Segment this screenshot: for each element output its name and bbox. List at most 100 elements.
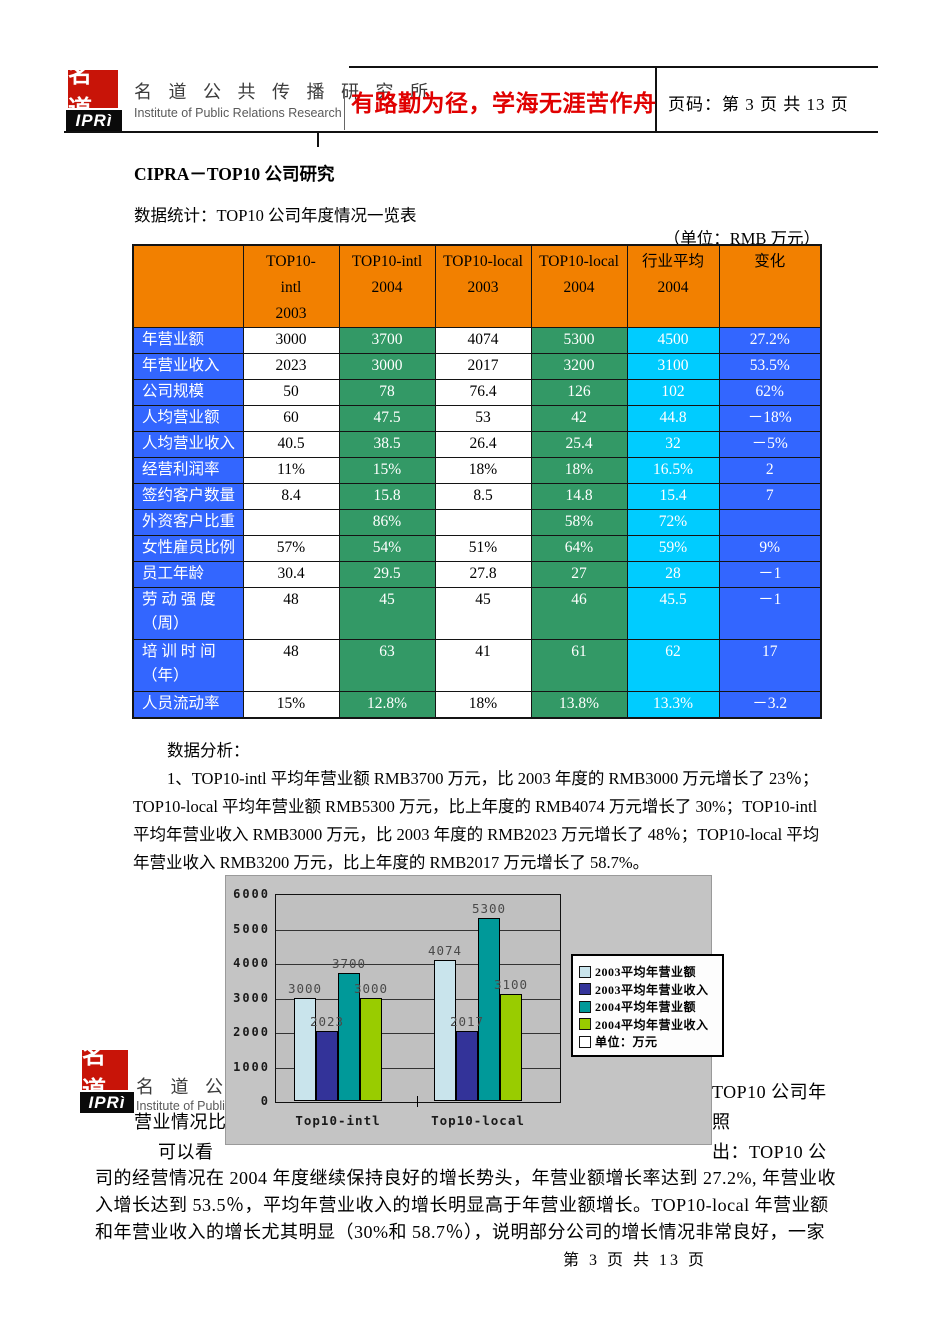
table-row: 劳 动 强 度 （周） 48 45 45 46 45.5 －1	[132, 587, 822, 640]
legend-swatch	[579, 1035, 591, 1048]
table-cell: －1	[718, 587, 822, 640]
y-axis-label: 3000	[233, 990, 270, 1005]
bar	[478, 918, 500, 1101]
table-cell: 60	[242, 405, 340, 432]
table-row: 人员流动率 15% 12.8% 18% 13.8% 13.3% －3.2	[132, 691, 822, 719]
table-cell: 47.5	[338, 405, 436, 432]
section-title: CIPRA－TOP10 公司研究	[134, 164, 335, 184]
table-header-row: TOP10- intl 2003 TOP10-intl 2004 TOP10-loc…	[132, 244, 822, 328]
table-cell: 9%	[718, 535, 822, 562]
bar	[456, 1031, 478, 1101]
table-cell: 38.5	[338, 431, 436, 458]
table-row: 经营利润率 11% 15% 18% 18% 16.5% 2	[132, 457, 822, 484]
gridline	[276, 998, 560, 1000]
table-cell: 2	[718, 457, 822, 484]
table-cell: 63	[338, 639, 436, 692]
table-body: 年营业额 3000 3700 4074 5300 4500 27.2% 年营业收入 2023 30…	[132, 327, 822, 719]
table-cell: 62	[626, 639, 720, 692]
header-top-rule	[349, 66, 878, 68]
table-cell: 11%	[242, 457, 340, 484]
table-cell: 50	[242, 379, 340, 406]
table-cell: 76.4	[434, 379, 532, 406]
table-cell: 51%	[434, 535, 532, 562]
page-number-info: 页码：第 3 页 共 13 页	[668, 95, 849, 114]
table-cell: 72%	[626, 509, 720, 536]
table-cell: 3100	[626, 353, 720, 380]
row-label: 外资客户比重	[132, 509, 244, 536]
table-cell: 15.4	[626, 483, 720, 510]
table-row: 培 训 时 间 （年） 48 63 41 61 62 17	[132, 639, 822, 692]
table-cell: 3700	[338, 327, 436, 354]
table-row: 女性雇员比例 57% 54% 51% 64% 59% 9%	[132, 535, 822, 562]
paragraph-fragment: TOP10 公司年	[712, 1082, 827, 1102]
top10-data-table: TOP10- intl 2003 TOP10-intl 2004 TOP10-loc…	[132, 244, 822, 719]
table-caption: 数据统计：TOP10 公司年度情况一览表	[134, 206, 417, 225]
table-cell: 53	[434, 405, 532, 432]
table-row: 人均营业收入 40.5 38.5 26.4 25.4 32 －5%	[132, 431, 822, 458]
table-cell: 53.5%	[718, 353, 822, 380]
y-axis-label: 2000	[233, 1025, 270, 1039]
table-column-header: TOP10-intl 2004	[338, 244, 436, 328]
legend-label: 2003平均年营业收入	[595, 982, 709, 997]
table-column-header: TOP10-local 2004	[530, 244, 628, 328]
table-cell: 2023	[242, 353, 340, 380]
page-footer: 第 3 页 共 13 页	[563, 1252, 708, 1269]
unit-note: （单位：RMB 万元）	[663, 229, 820, 248]
table-cell: 78	[338, 379, 436, 406]
table-cell: 7	[718, 483, 822, 510]
bar	[360, 997, 382, 1101]
iprt-logo-acronym: IPRì	[66, 110, 122, 132]
table-cell: 14.8	[530, 483, 628, 510]
legend-label: 单位：万元	[595, 1035, 658, 1050]
table-corner-cell	[132, 244, 244, 328]
table-cell: 86%	[338, 509, 436, 536]
row-label: 年营业额	[132, 327, 244, 354]
table-cell: 42	[530, 405, 628, 432]
table-cell: 32	[626, 431, 720, 458]
table-row: 年营业收入 2023 3000 2017 3200 3100 53.5%	[132, 353, 822, 380]
table-cell: －1	[718, 561, 822, 588]
paragraph-fragment: 可以看	[158, 1142, 214, 1162]
table-cell: 15%	[242, 691, 340, 719]
table-row: 人均营业额 60 47.5 53 42 44.8 －18%	[132, 405, 822, 432]
table-cell: 8.4	[242, 483, 340, 510]
bar-value-label: 3000	[353, 980, 389, 996]
legend-item: 2003平均年营业收入	[579, 981, 717, 999]
legend-label: 2004平均年营业额	[595, 1000, 697, 1015]
table-column-header: TOP10-local 2003	[434, 244, 532, 328]
table-cell: 102	[626, 379, 720, 406]
bar-value-label: 3100	[493, 977, 529, 993]
table-column-header: 变化	[718, 244, 822, 328]
category-label: Top10-local	[431, 1113, 525, 1128]
category-label: Top10-intl	[295, 1113, 381, 1128]
bar	[434, 960, 456, 1101]
gridline	[276, 1033, 560, 1034]
analysis-line: TOP10-local 平均年营业额 RMB5300 万元，比上年度的 RMB4…	[133, 797, 818, 816]
row-label: 人均营业收入	[132, 431, 244, 458]
table-cell: 64%	[530, 535, 628, 562]
table-row: 外资客户比重 86% 58% 72%	[132, 509, 822, 536]
y-axis-label: 1000	[233, 1059, 270, 1074]
table-cell: 18%	[530, 457, 628, 484]
table-cell: 5300	[530, 327, 628, 354]
iprt-logo-seal: 名道	[68, 62, 118, 123]
row-label: 劳 动 强 度 （周）	[132, 587, 244, 640]
table-cell: 4500	[626, 327, 720, 354]
table-cell: 26.4	[434, 431, 532, 458]
row-label: 人均营业额	[132, 405, 244, 432]
table-cell: 12.8%	[338, 691, 436, 719]
legend-swatch	[579, 1000, 591, 1013]
row-label: 女性雇员比例	[132, 535, 244, 562]
y-axis-label: 4000	[233, 956, 270, 970]
table-cell: －3.2	[718, 691, 822, 719]
org-name-en: Institute of Public Relations Research	[134, 106, 342, 120]
table-cell: 25.4	[530, 431, 628, 458]
table-cell: 45	[338, 587, 436, 640]
legend-item: 2004平均年营业收入	[579, 1016, 717, 1034]
table-cell: 13.8%	[530, 691, 628, 719]
table-cell: 27	[530, 561, 628, 588]
table-cell: 30.4	[242, 561, 340, 588]
header-bottom-rule	[64, 131, 878, 133]
table-cell: 46	[530, 587, 628, 640]
